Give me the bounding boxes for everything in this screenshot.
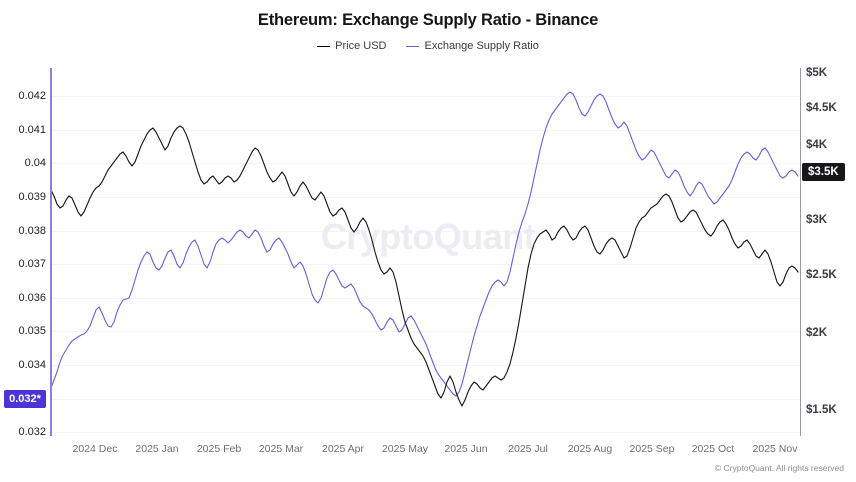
y-axis-right-tick-label: $4.5K	[806, 102, 837, 114]
series-svg	[51, 91, 799, 407]
legend-swatch-exchange-supply-ratio-icon	[406, 45, 420, 47]
y-axis-left-tick-label: 0.042	[18, 90, 46, 102]
y-axis-right-tick-label: $1.5K	[806, 404, 837, 416]
gridline	[51, 197, 800, 198]
y-axis-right-tick-label: $5K	[806, 67, 828, 79]
gridline	[51, 331, 800, 332]
y-axis-right-tick-label: $2.5K	[806, 269, 837, 281]
x-axis-tick-label: 2025 May	[381, 443, 429, 455]
y-axis-left-tick-label: 0.037	[18, 258, 46, 270]
x-axis-tick-label: 2025 Jan	[135, 443, 179, 455]
gridline	[51, 96, 800, 97]
series-line-exchange-supply-ratio	[51, 91, 799, 397]
x-axis-tick-label: 2025 Jun	[444, 443, 488, 455]
y-axis-right-line	[800, 68, 802, 436]
y-axis-left-ticks: 0.042 0.041 0.04 0.039 0.038 0.037 0.036 0.035 0…	[0, 0, 46, 482]
x-axis-tick-label: 2025 Nov	[752, 443, 798, 455]
x-axis-tick-label: 2025 Aug	[567, 443, 613, 455]
y-axis-right-current-value-badge: $3.5K	[802, 163, 845, 181]
y-axis-left-tick-label: 0.039	[18, 191, 46, 203]
chart-title: Ethereum: Exchange Supply Ratio - Binanc…	[257, 11, 599, 29]
x-axis-ticks: 2024 Dec 2025 Jan 2025 Feb 2025 Mar 2025 Apr…	[0, 443, 856, 461]
x-axis-tick-label: 2025 Feb	[196, 443, 242, 455]
legend-swatch-price-usd-icon	[317, 45, 331, 47]
y-axis-left-tick-label: 0.041	[18, 124, 46, 136]
gridline	[51, 163, 800, 164]
y-axis-right-tick-label: $2K	[806, 327, 828, 339]
y-axis-right-ticks: $5K$4.5K$4K$3.5K$3K$2.5K$2K$1.5K	[806, 0, 856, 482]
series-line-price-usd	[51, 125, 799, 407]
y-axis-left-tick-label: 0.036	[18, 292, 46, 304]
y-axis-right-tick-label: $4K	[806, 139, 828, 151]
legend-label-exchange-supply-ratio: Exchange Supply Ratio	[424, 40, 539, 52]
x-axis-tick-label: 2025 Oct	[691, 443, 735, 455]
copyright-credit: © CryptoQuant. All rights reserved	[714, 463, 844, 473]
gridline	[51, 399, 800, 400]
x-axis-tick-label: 2025 Mar	[258, 443, 304, 455]
chart-legend: Price USD Exchange Supply Ratio	[0, 40, 856, 52]
plot-area	[51, 68, 800, 436]
gridline	[51, 298, 800, 299]
gridline	[51, 365, 800, 366]
y-axis-left-tick-label: 0.038	[18, 225, 46, 237]
y-axis-right-tick-label: $3K	[806, 214, 828, 226]
y-axis-left-tick-label: 0.034	[18, 359, 46, 371]
legend-item-price-usd[interactable]: Price USD	[317, 40, 386, 52]
gridline	[51, 130, 800, 131]
y-axis-left-line	[50, 68, 52, 436]
x-axis-tick-label: 2025 Jul	[508, 443, 548, 455]
y-axis-left-tick-label: 0.035	[18, 325, 46, 337]
legend-label-price-usd: Price USD	[335, 40, 387, 52]
x-axis-tick-label: 2025 Apr	[321, 443, 365, 455]
gridline	[51, 231, 800, 232]
gridline	[51, 264, 800, 265]
y-axis-left-tick-label: 0.032	[18, 426, 46, 438]
x-axis-tick-label: 2024 Dec	[72, 443, 118, 455]
y-axis-left-tick-label: 0.04	[24, 157, 46, 169]
legend-item-exchange-supply-ratio[interactable]: Exchange Supply Ratio	[406, 40, 539, 52]
y-axis-left-current-value-badge: 0.032*	[4, 390, 46, 408]
x-axis-tick-label: 2025 Sep	[629, 443, 675, 455]
gridline	[51, 432, 800, 433]
